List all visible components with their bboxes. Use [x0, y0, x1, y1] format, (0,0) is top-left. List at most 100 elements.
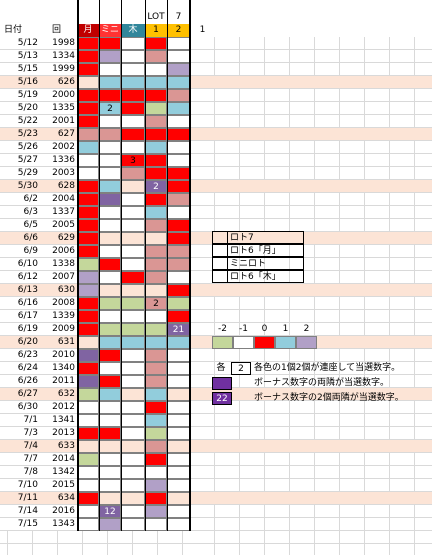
cell: [77, 453, 99, 466]
row-date: 5/12: [17, 38, 38, 48]
cell: [99, 388, 121, 401]
cell: [99, 466, 121, 479]
legend-swatch: [212, 257, 228, 270]
row-date: 5/22: [17, 116, 38, 126]
header-extra: 1: [199, 25, 206, 35]
cell: [167, 362, 190, 375]
cell: [77, 349, 99, 362]
cell: [145, 76, 167, 89]
row-number: 2003: [52, 168, 75, 178]
row-number: 2000: [52, 90, 75, 100]
header-thu: 木: [121, 24, 145, 37]
cell: [145, 479, 167, 492]
row-number: 2007: [52, 272, 75, 282]
cell: [167, 466, 190, 479]
cell: [77, 102, 99, 115]
legend-label: ミニロト: [228, 257, 304, 270]
cell: [121, 115, 145, 128]
cell: [145, 336, 167, 349]
cell: [77, 310, 99, 323]
cell: [145, 154, 167, 167]
cell: [99, 180, 121, 193]
cell: [77, 323, 99, 336]
cell: [77, 492, 99, 505]
cell: [145, 245, 167, 258]
row-date: 6/3: [23, 207, 38, 217]
cell: [145, 310, 167, 323]
cell: [167, 102, 190, 115]
cell: [167, 440, 190, 453]
scale-label: -1: [239, 324, 248, 334]
row-date: 6/24: [17, 363, 38, 373]
row-number: 2011: [52, 376, 75, 386]
row-number: 2004: [52, 194, 75, 204]
cell: [77, 258, 99, 271]
cell: [145, 440, 167, 453]
row-number: 630: [57, 285, 75, 295]
cell: [121, 323, 145, 336]
legend-swatch: [212, 231, 228, 244]
scale-swatch: [296, 336, 317, 349]
cell: [77, 271, 99, 284]
cell: 2: [145, 297, 167, 310]
cell: [99, 518, 121, 531]
cell: [145, 89, 167, 102]
row-number: 1339: [52, 311, 75, 321]
cell: [121, 102, 145, 115]
cell: [145, 401, 167, 414]
row-date: 6/5: [23, 220, 38, 230]
row-date: 7/8: [23, 467, 38, 477]
row-date: 5/27: [17, 155, 38, 165]
cell: [99, 349, 121, 362]
cell: [99, 50, 121, 63]
cell: [167, 154, 190, 167]
cell: [77, 219, 99, 232]
row-date: 7/15: [17, 519, 38, 529]
cell: [99, 232, 121, 245]
header-seven-top: 7: [175, 12, 182, 22]
cell: [77, 245, 99, 258]
cell: [167, 375, 190, 388]
cell: 2: [145, 180, 167, 193]
cell: [77, 232, 99, 245]
cell: [99, 76, 121, 89]
cell: [99, 258, 121, 271]
cell: [99, 284, 121, 297]
row-number: 629: [57, 233, 75, 243]
row-date: 6/26: [17, 376, 38, 386]
row-date: 6/6: [23, 233, 38, 243]
cell: [167, 258, 190, 271]
row-number: 1337: [52, 207, 75, 217]
cell: [121, 89, 145, 102]
header-lot: 1: [145, 24, 167, 37]
cell: [167, 349, 190, 362]
row-date: 7/14: [17, 506, 38, 516]
row-date: 6/17: [17, 311, 38, 321]
cell: [77, 180, 99, 193]
row-number: 1335: [52, 103, 75, 113]
cell: [145, 362, 167, 375]
row-date: 6/2: [23, 194, 38, 204]
cell: [145, 349, 167, 362]
row-number: 2006: [52, 246, 75, 256]
legend-label: ロト6「月」: [228, 244, 304, 257]
row-number: 1336: [52, 155, 75, 165]
cell: [77, 50, 99, 63]
cell: [167, 206, 190, 219]
cell: [77, 505, 99, 518]
row-number: 627: [57, 129, 75, 139]
row-date: 5/13: [17, 51, 38, 61]
cell: [145, 193, 167, 206]
cell: [145, 63, 167, 76]
cell: 2: [99, 102, 121, 115]
cell: [77, 206, 99, 219]
scale-label: 0: [261, 324, 268, 334]
row-date: 5/15: [17, 64, 38, 74]
cell: 12: [99, 505, 121, 518]
column-line: [145, 0, 146, 531]
column-line: [99, 0, 100, 531]
cell: [145, 375, 167, 388]
cell: [167, 63, 190, 76]
cell: [99, 206, 121, 219]
scale-swatch: [212, 336, 233, 349]
